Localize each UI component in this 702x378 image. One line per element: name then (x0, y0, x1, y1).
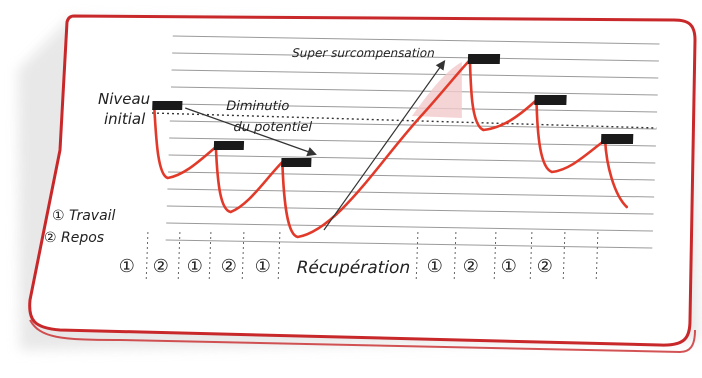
phase-marker: ① (186, 256, 203, 277)
recuperation-label: Récupération (296, 258, 410, 278)
diminution-label-2: du potentiel (233, 120, 312, 135)
card-frame (18, 14, 700, 354)
super-label: Super surcompensation (292, 46, 435, 60)
repos-label: ② Repos (44, 230, 104, 246)
chart-group: Diminutio du potentiel Super surcompensa… (118, 35, 660, 282)
phase-marker: ① (118, 256, 135, 277)
diminution-arrow (185, 107, 317, 157)
phase-marker: ② (536, 256, 553, 277)
phase-divider (529, 232, 533, 282)
grid-line (168, 154, 656, 164)
grid-line (170, 86, 658, 96)
grid-line (166, 205, 654, 215)
supercompensation-arrow (323, 60, 446, 231)
supercompensation-area (411, 62, 462, 118)
phase-divider (415, 232, 419, 282)
grid-line (170, 103, 658, 113)
grid-line (172, 35, 660, 45)
phase-marker: ② (152, 256, 169, 277)
phase-marker: ① (500, 256, 517, 277)
phase-divider (145, 232, 149, 282)
level-block (213, 141, 245, 150)
grid-line (167, 188, 655, 198)
niveau-label-2: initial (104, 110, 146, 128)
level-block (534, 95, 567, 105)
grid-line (165, 239, 653, 249)
phase-divider (241, 232, 245, 282)
phase-divider (277, 232, 281, 282)
phase-marker: ① (254, 256, 271, 277)
phase-marker: ① (426, 256, 443, 277)
grid-line (172, 52, 659, 62)
phase-divider (595, 232, 599, 282)
travail-label: ① Travail (52, 208, 116, 224)
grid-line (166, 222, 653, 232)
phase-dividers (145, 232, 599, 282)
grid-line (169, 137, 656, 147)
phase-marker: ② (462, 256, 479, 277)
grid-line (171, 69, 659, 79)
phase-divider (208, 232, 212, 282)
level-block (600, 134, 634, 144)
performance-curve (152, 56, 629, 239)
level-block (467, 54, 501, 64)
phase-divider (562, 232, 566, 282)
grid-line (167, 171, 655, 181)
phase-divider (453, 232, 457, 282)
phase-divider (493, 232, 497, 282)
phase-divider (177, 232, 181, 282)
initial-level-line (152, 112, 657, 129)
diminution-label-1: Diminutio (226, 99, 290, 114)
niveau-label-1: Niveau (98, 90, 150, 108)
level-block (281, 158, 312, 167)
level-block (152, 101, 183, 110)
phase-marker: ② (220, 256, 237, 277)
